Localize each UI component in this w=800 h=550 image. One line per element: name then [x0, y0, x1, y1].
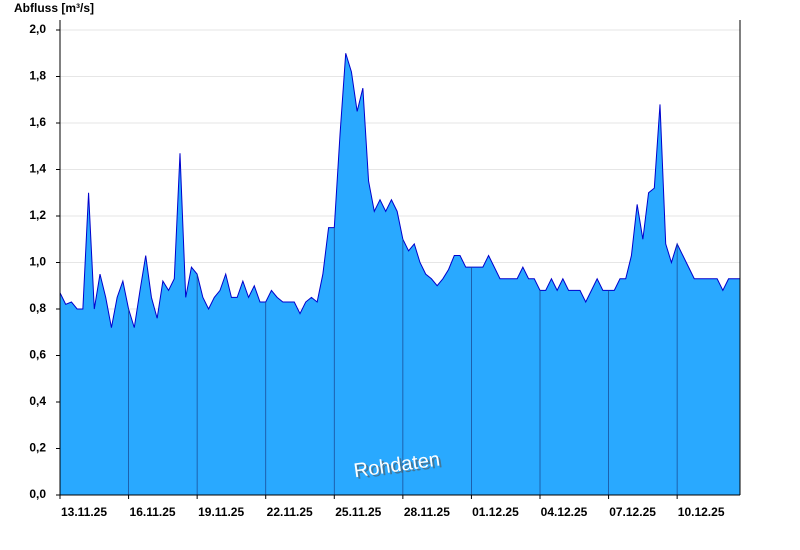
- x-tick-label: 25.11.25: [335, 505, 381, 519]
- x-tick-label: 16.11.25: [130, 505, 176, 519]
- y-tick-label: 1,4: [29, 162, 46, 176]
- y-tick-label: 0,2: [29, 441, 46, 455]
- x-tick-label: 10.12.25: [678, 505, 725, 519]
- y-tick-label: 0,8: [29, 301, 46, 315]
- x-tick-label: 13.11.25: [61, 505, 107, 519]
- y-tick-label: 1,0: [29, 255, 46, 269]
- x-tick-label: 28.11.25: [404, 505, 450, 519]
- y-tick-label: 1,2: [29, 208, 46, 222]
- y-tick-label: 0,4: [29, 394, 46, 408]
- y-tick-label: 1,8: [29, 69, 46, 83]
- y-tick-label: 0,6: [29, 348, 46, 362]
- area-line: [59, 53, 740, 328]
- x-tick-label: 19.11.25: [198, 505, 244, 519]
- y-axis-label: Abfluss [m³/s]: [14, 1, 94, 15]
- y-tick-label: 2,0: [29, 22, 46, 36]
- x-tick-label: 07.12.25: [609, 505, 656, 519]
- x-tick-label: 01.12.25: [472, 505, 519, 519]
- area: [60, 53, 740, 495]
- x-tick-label: 22.11.25: [267, 505, 313, 519]
- y-tick-label: 1,6: [29, 115, 46, 129]
- y-tick-label: 0,0: [29, 487, 46, 501]
- x-tick-label: 04.12.25: [541, 505, 588, 519]
